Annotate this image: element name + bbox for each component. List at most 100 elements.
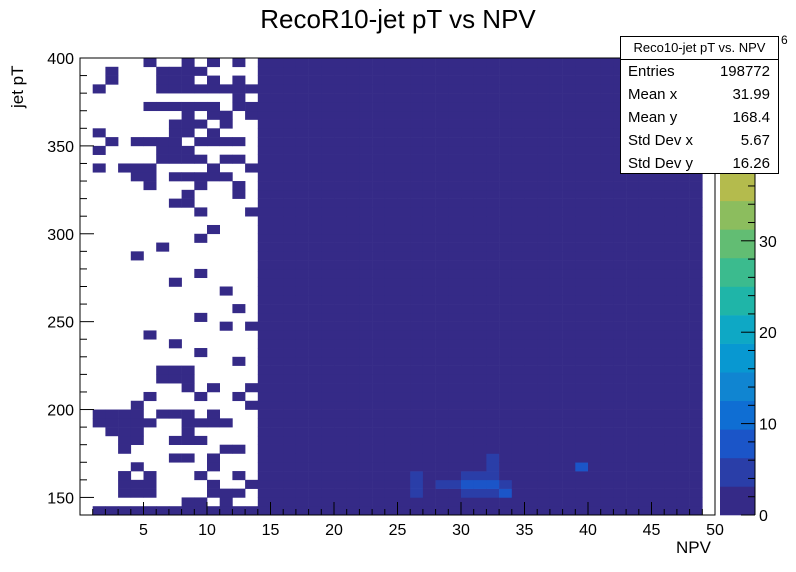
heatmap-cell	[461, 154, 474, 164]
heatmap-cell	[651, 189, 665, 199]
heatmap-cell	[219, 321, 233, 331]
heatmap-cell	[359, 216, 373, 226]
heatmap-cell	[486, 304, 500, 314]
heatmap-cell	[600, 163, 614, 173]
heatmap-cell	[537, 304, 551, 314]
heatmap-cell	[435, 251, 449, 261]
heatmap-cell	[118, 471, 132, 481]
heatmap-cell	[397, 189, 411, 199]
heatmap-cell	[334, 435, 347, 445]
heatmap-cell	[334, 154, 347, 164]
heatmap-cell	[562, 75, 576, 85]
heatmap-cell	[130, 427, 144, 437]
heatmap-cell	[397, 471, 411, 481]
heatmap-cell	[245, 506, 259, 516]
heatmap-cell	[295, 268, 309, 279]
heatmap-cell	[537, 506, 551, 516]
heatmap-cell	[537, 418, 551, 428]
heatmap-cell	[689, 233, 703, 243]
x-tick-label: 30	[452, 522, 470, 539]
heatmap-cell	[626, 462, 640, 472]
heatmap-cell	[435, 409, 449, 419]
heatmap-cell	[346, 145, 360, 155]
heatmap-cell	[613, 365, 627, 375]
heatmap-cell	[588, 101, 601, 112]
heatmap-cell	[562, 216, 576, 226]
heatmap-cell	[207, 110, 220, 120]
heatmap-cell	[549, 497, 563, 507]
heatmap-cell	[372, 418, 386, 428]
heatmap-cell	[143, 181, 157, 191]
heatmap-cell	[308, 216, 322, 226]
heatmap-cell	[511, 189, 525, 199]
heatmap-cell	[575, 119, 589, 129]
heatmap-cell	[549, 137, 563, 147]
heatmap-cell	[283, 383, 297, 393]
heatmap-cell	[448, 75, 462, 85]
heatmap-cell	[359, 312, 373, 322]
heatmap-cell	[473, 137, 487, 147]
heatmap-cell	[651, 444, 665, 454]
heatmap-cell	[562, 251, 576, 261]
heatmap-cell	[600, 277, 614, 287]
heatmap-cell	[435, 304, 449, 314]
heatmap-cell	[270, 427, 284, 437]
heatmap-cell	[168, 119, 182, 129]
heatmap-cell	[486, 295, 500, 305]
heatmap-cell	[321, 207, 335, 217]
heatmap-cell	[626, 189, 640, 199]
heatmap-cell	[397, 224, 411, 235]
heatmap-cell	[448, 233, 462, 243]
heatmap-cell	[511, 286, 525, 296]
heatmap-cell	[613, 216, 627, 226]
heatmap-cell	[676, 453, 690, 463]
heatmap-cell	[473, 128, 487, 138]
heatmap-cell	[422, 471, 436, 481]
heatmap-cell	[638, 488, 652, 498]
heatmap-cell	[321, 304, 335, 314]
heatmap-cell	[537, 66, 551, 76]
heatmap-cell	[410, 462, 424, 472]
heatmap-cell	[575, 506, 589, 516]
heatmap-cell	[384, 224, 398, 235]
heatmap-cell	[613, 260, 627, 270]
heatmap-cell	[588, 119, 601, 129]
heatmap-cell	[321, 400, 335, 410]
heatmap-cell	[664, 198, 678, 208]
heatmap-cell	[397, 435, 411, 445]
heatmap-cell	[524, 365, 538, 375]
heatmap-cell	[537, 365, 551, 375]
heatmap-cell	[308, 224, 322, 235]
heatmap-cell	[181, 66, 195, 76]
heatmap-cell	[194, 435, 208, 445]
heatmap-cell	[245, 101, 259, 112]
heatmap-cell	[308, 198, 322, 208]
heatmap-cell	[181, 374, 195, 384]
heatmap-cell	[473, 339, 487, 349]
heatmap-cell	[562, 119, 576, 129]
heatmap-cell	[384, 383, 398, 393]
heatmap-cell	[334, 216, 347, 226]
stats-row-std-x: Std Dev x 5.67	[621, 129, 778, 152]
heatmap-cell	[308, 277, 322, 287]
heatmap-cell	[448, 365, 462, 375]
heatmap-cell	[435, 75, 449, 85]
heatmap-cell	[524, 93, 538, 103]
heatmap-cell	[397, 268, 411, 279]
heatmap-cell	[257, 321, 271, 331]
heatmap-cell	[575, 101, 589, 112]
heatmap-cell	[676, 330, 690, 340]
heatmap-cell	[676, 418, 690, 428]
heatmap-cell	[537, 383, 551, 393]
heatmap-cell	[283, 233, 297, 243]
heatmap-cell	[295, 110, 309, 120]
heatmap-cell	[435, 435, 449, 445]
heatmap-cell	[448, 391, 462, 402]
heatmap-cell	[600, 154, 614, 164]
heatmap-cell	[511, 145, 525, 155]
heatmap-cell	[372, 163, 386, 173]
heatmap-cell	[194, 471, 208, 481]
heatmap-cell	[626, 304, 640, 314]
heatmap-cell	[600, 216, 614, 226]
heatmap-cell	[588, 471, 601, 481]
